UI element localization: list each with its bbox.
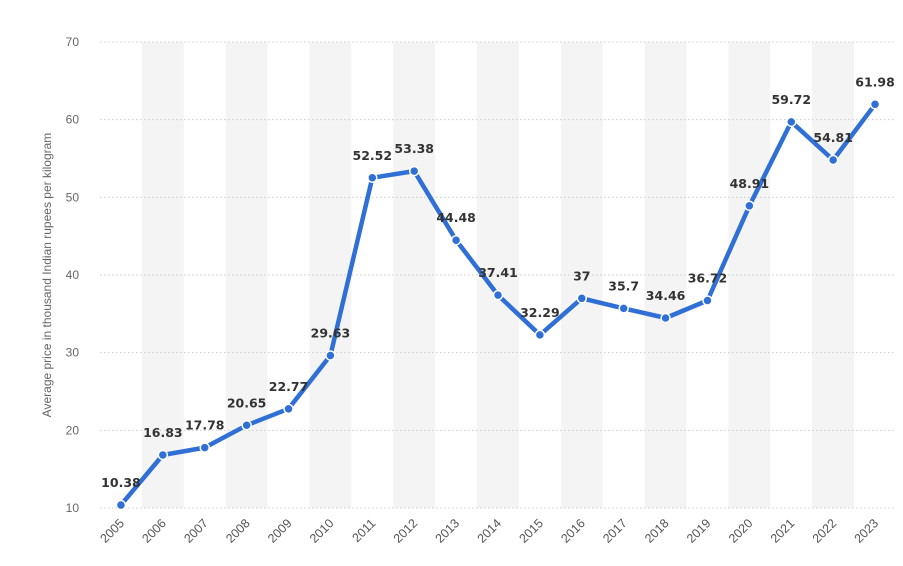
- data-label: 22.77: [269, 379, 309, 394]
- data-label: 37: [573, 268, 590, 283]
- data-label: 10.38: [101, 475, 141, 490]
- x-tick-label: 2006: [139, 516, 169, 546]
- data-label: 44.48: [436, 210, 476, 225]
- band-2018: [644, 42, 687, 508]
- x-axis-ticks: 2005 2006 2007 2008 2009 2010 2011 2012 2013 2014…: [98, 516, 882, 546]
- data-label: 37.41: [478, 265, 518, 280]
- data-point: [199, 442, 210, 453]
- data-points: [115, 99, 881, 511]
- y-tick-label: 30: [66, 346, 80, 360]
- data-label: 29.63: [311, 326, 351, 341]
- x-tick-label: 2008: [223, 516, 253, 546]
- data-point: [241, 420, 252, 431]
- data-point: [827, 154, 839, 166]
- data-label: 36.72: [688, 270, 728, 285]
- x-tick-label: 2020: [726, 516, 756, 546]
- data-label: 16.83: [143, 425, 183, 440]
- data-point: [618, 303, 629, 314]
- data-label: 52.52: [353, 148, 393, 163]
- data-label: 59.72: [771, 92, 811, 107]
- data-point: [367, 172, 378, 184]
- data-label: 61.98: [855, 74, 895, 89]
- data-point: [450, 234, 462, 246]
- y-axis-ticks: 10 20 30 40 50 60 70: [66, 35, 80, 515]
- y-axis-label: Average price in thousand Indian rupees …: [40, 133, 54, 418]
- x-tick-label: 2023: [852, 516, 882, 546]
- x-tick-label: 2017: [600, 516, 630, 546]
- x-tick-label: 2011: [350, 516, 379, 545]
- x-tick-label: 2015: [516, 516, 546, 546]
- x-tick-label: 2021: [768, 516, 798, 546]
- data-point: [576, 293, 588, 304]
- x-tick-label: 2005: [98, 516, 128, 546]
- y-tick-label: 10: [66, 501, 80, 515]
- y-tick-label: 40: [66, 268, 80, 282]
- data-point: [660, 312, 671, 324]
- data-label: 34.46: [646, 288, 686, 303]
- data-point: [786, 116, 797, 128]
- data-point: [408, 165, 420, 177]
- x-tick-label: 2013: [433, 516, 463, 546]
- data-label: 17.78: [185, 418, 225, 433]
- data-point: [744, 200, 755, 212]
- x-tick-label: 2012: [391, 516, 421, 546]
- y-tick-label: 20: [66, 423, 80, 437]
- data-point: [492, 289, 504, 301]
- x-tick-label: 2014: [475, 516, 505, 546]
- data-point: [157, 449, 169, 461]
- x-tick-label: 2007: [181, 516, 211, 546]
- data-label: 35.7: [608, 278, 639, 293]
- data-point: [283, 403, 294, 415]
- data-label: 53.38: [394, 141, 434, 156]
- x-tick-label: 2018: [642, 516, 672, 546]
- data-label: 48.91: [730, 176, 770, 191]
- x-tick-label: 2009: [265, 516, 295, 546]
- data-point: [534, 329, 546, 341]
- y-tick-label: 60: [66, 113, 80, 127]
- y-tick-label: 50: [66, 190, 80, 204]
- data-label: 20.65: [227, 395, 267, 410]
- data-point: [115, 499, 127, 511]
- data-point: [869, 99, 881, 110]
- x-tick-label: 2016: [558, 516, 588, 546]
- band-2016: [560, 42, 603, 508]
- data-point: [325, 350, 336, 361]
- x-tick-label: 2022: [810, 516, 840, 546]
- y-tick-label: 70: [66, 35, 80, 49]
- x-tick-label: 2019: [684, 516, 714, 546]
- data-point: [702, 295, 713, 306]
- data-label: 54.81: [813, 130, 853, 145]
- x-tick-label: 2010: [307, 516, 337, 546]
- data-label: 32.29: [520, 305, 560, 320]
